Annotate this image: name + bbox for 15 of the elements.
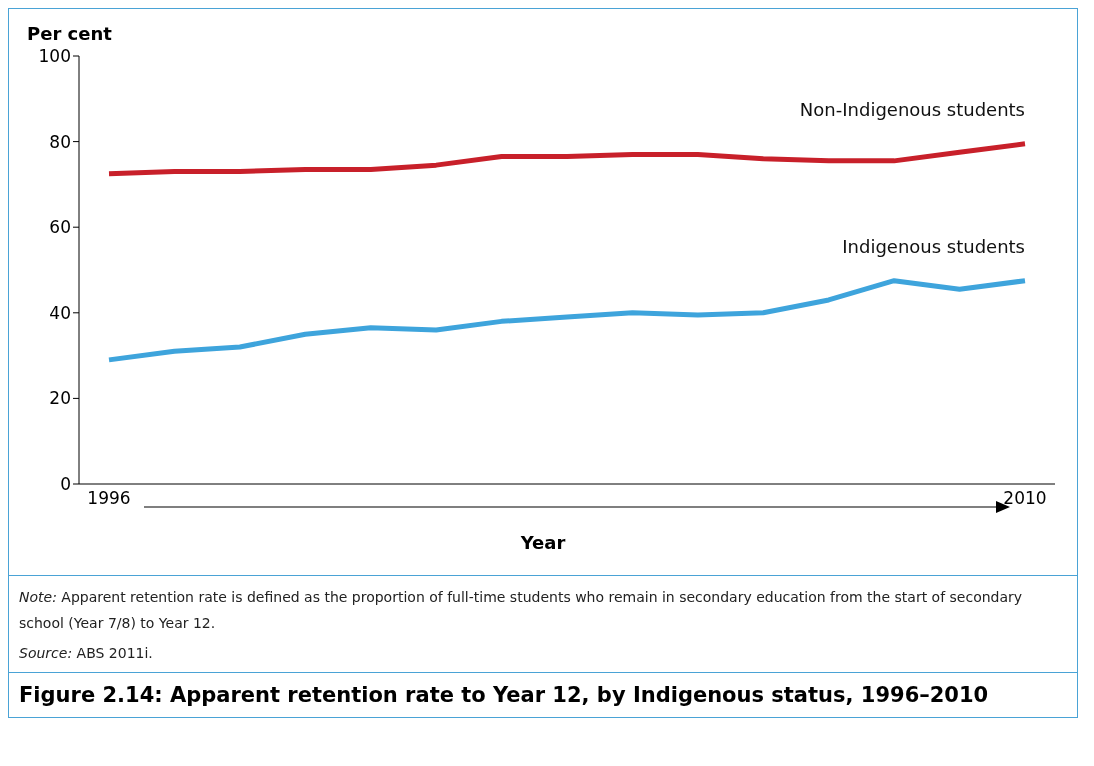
- y-tick-label: 20: [49, 388, 71, 409]
- source-note: Source: ABS 2011i.: [19, 645, 153, 661]
- y-tick-label: 0: [60, 474, 71, 495]
- y-tick-label: 40: [49, 302, 71, 323]
- x-tick-label: 2010: [1003, 488, 1047, 509]
- y-tick-label: 60: [49, 217, 71, 238]
- y-tick-label: 100: [38, 46, 71, 67]
- text: Figure 2.14: Apparent retention rate to Year 12, by Indigenous status, 1996–2010: [9, 672, 1077, 707]
- x-axis-title: Year: [519, 532, 567, 553]
- series-label: Non-Indigenous students: [799, 98, 1025, 120]
- series-label: Indigenous students: [842, 235, 1025, 257]
- x-tick-label: 1996: [87, 488, 131, 509]
- text: Note: Apparent retention rate is defined as the proportion of full-time students who remain in secondary education from the start of secondary school (Year 7/8) to Year 12.: [19, 589, 1023, 631]
- y-axis-title: Per cent: [27, 23, 113, 44]
- y-tick-label: 80: [49, 131, 71, 152]
